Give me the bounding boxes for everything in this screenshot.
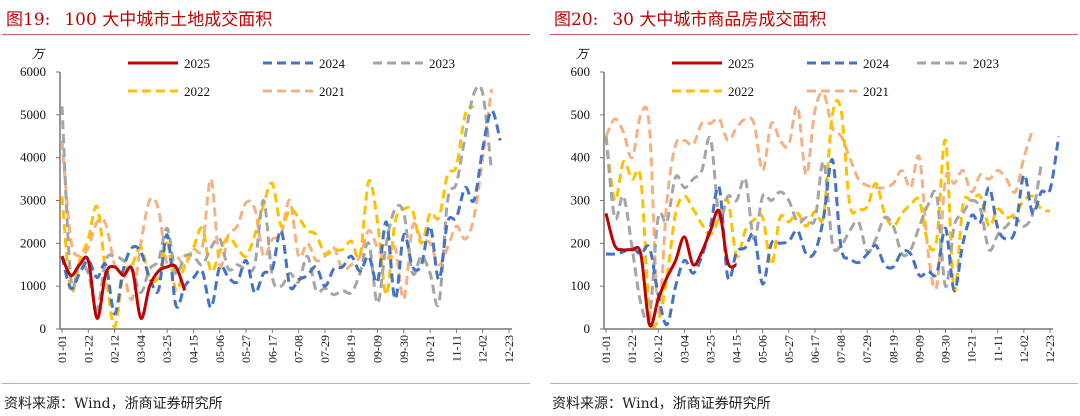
legend-label: 2022 — [184, 84, 210, 99]
y-tick-label: 4000 — [20, 150, 46, 165]
chart-panel-land: 图19: 100 大中城市土地成交面积 万 0 1000 2000 3000 4000 500… — [0, 0, 530, 416]
x-tick-label: 03-04 — [134, 335, 148, 363]
x-tick-label: 01-22 — [625, 335, 639, 363]
y-tick-label: 1000 — [20, 278, 46, 293]
chart-panel-housing: 图20: 30 大中城市商品房成交面积 万 0 100 200 300 400 500 600 0… — [548, 0, 1078, 416]
figure-title: 30 大中城市商品房成交面积 — [612, 10, 827, 30]
x-tick-label: 01-01 — [55, 335, 69, 363]
x-tick-label: 04-15 — [730, 335, 744, 363]
y-tick-label: 5000 — [20, 107, 46, 122]
chart-title: 图19: 100 大中城市土地成交面积 — [6, 5, 272, 30]
x-tick-label: 08-19 — [344, 335, 358, 363]
x-tick-label: 12-23 — [1043, 335, 1057, 363]
series-line-2025 — [60, 255, 187, 320]
x-tick-label: 05-27 — [782, 335, 796, 363]
x-tick-label: 06-17 — [265, 335, 279, 363]
x-tick-label: 12-02 — [476, 335, 490, 363]
x-tick-label: 03-25 — [160, 335, 174, 363]
legend-label: 2021 — [319, 84, 345, 99]
line-chart: 万 0 100 200 300 400 500 600 01-01 01-22 02-12 03-04… — [571, 47, 1061, 363]
x-tick-label: 02-12 — [651, 335, 665, 363]
x-tick-label: 12-02 — [1017, 335, 1031, 363]
title-divider — [550, 34, 1078, 35]
y-tick-label: 0 — [584, 321, 591, 336]
x-tick-label: 07-29 — [318, 335, 332, 363]
x-tick-label: 04-15 — [186, 335, 200, 363]
series-line-2021 — [60, 88, 493, 302]
x-tick-label: 02-12 — [108, 335, 122, 363]
title-divider — [2, 34, 530, 35]
x-tick-label: 05-27 — [239, 335, 253, 363]
x-tick-label: 10-21 — [965, 335, 979, 363]
series-line-2025 — [604, 208, 737, 328]
series-line-2024 — [605, 136, 1061, 327]
y-tick-label: 0 — [40, 321, 47, 336]
y-tick-label: 6000 — [20, 64, 46, 79]
y-axis-unit: 万 — [576, 47, 590, 61]
line-chart: 万 0 1000 2000 3000 4000 5000 6000 01-01 01-22 02-1… — [20, 47, 516, 363]
x-tick-label: 12-23 — [502, 335, 516, 363]
y-tick-label: 300 — [571, 193, 591, 208]
figure-label: 图20: — [554, 10, 599, 30]
x-tick-label: 09-30 — [939, 335, 953, 363]
series-line-2021 — [604, 91, 1035, 315]
legend-label: 2025 — [728, 56, 754, 71]
x-tick-label: 11-11 — [449, 335, 463, 362]
x-tick-label: 09-09 — [912, 335, 926, 363]
y-tick-label: 400 — [571, 150, 591, 165]
y-tick-label: 200 — [571, 235, 591, 250]
y-tick-label: 2000 — [20, 235, 46, 250]
series-line-2023 — [604, 135, 1043, 324]
y-axis-unit: 万 — [32, 47, 46, 61]
x-tick-label: 07-08 — [834, 335, 848, 363]
legend-label: 2024 — [319, 56, 346, 71]
legend-label: 2023 — [429, 56, 455, 71]
x-tick-label: 05-06 — [756, 335, 770, 363]
x-tick-label: 08-19 — [886, 335, 900, 363]
x-tick-label: 03-25 — [703, 335, 717, 363]
x-tick-label: 09-09 — [371, 335, 385, 363]
x-tick-label: 09-30 — [397, 335, 411, 363]
legend-label: 2021 — [863, 84, 889, 99]
y-tick-label: 3000 — [20, 193, 46, 208]
footer-divider — [2, 383, 530, 384]
x-tick-label: 03-04 — [677, 335, 691, 363]
series-line-2024 — [60, 109, 502, 316]
source-note: 资料来源：Wind，浙商证券研究所 — [552, 396, 771, 412]
y-tick-label: 100 — [571, 278, 591, 293]
legend-label: 2024 — [863, 56, 890, 71]
x-tick-label: 07-29 — [860, 335, 874, 363]
x-tick-label: 01-22 — [81, 335, 95, 363]
source-note: 资料来源：Wind，浙商证券研究所 — [4, 396, 223, 412]
y-tick-label: 500 — [571, 107, 591, 122]
legend-label: 2025 — [184, 56, 210, 71]
x-tick-label: 06-17 — [808, 335, 822, 363]
legend-label: 2023 — [973, 56, 999, 71]
x-tick-label: 10-21 — [423, 335, 437, 363]
figure-label: 图19: — [6, 10, 51, 30]
figure-title: 100 大中城市土地成交面积 — [64, 10, 273, 30]
x-tick-label: 11-11 — [991, 335, 1005, 362]
x-tick-label: 01-01 — [599, 335, 613, 363]
y-tick-label: 600 — [571, 64, 591, 79]
series-line-2023 — [60, 84, 493, 312]
legend-label: 2022 — [728, 84, 754, 99]
x-tick-label: 05-06 — [213, 335, 227, 363]
footer-divider — [550, 383, 1078, 384]
chart-title: 图20: 30 大中城市商品房成交面积 — [554, 5, 826, 30]
x-tick-label: 07-08 — [292, 335, 306, 363]
